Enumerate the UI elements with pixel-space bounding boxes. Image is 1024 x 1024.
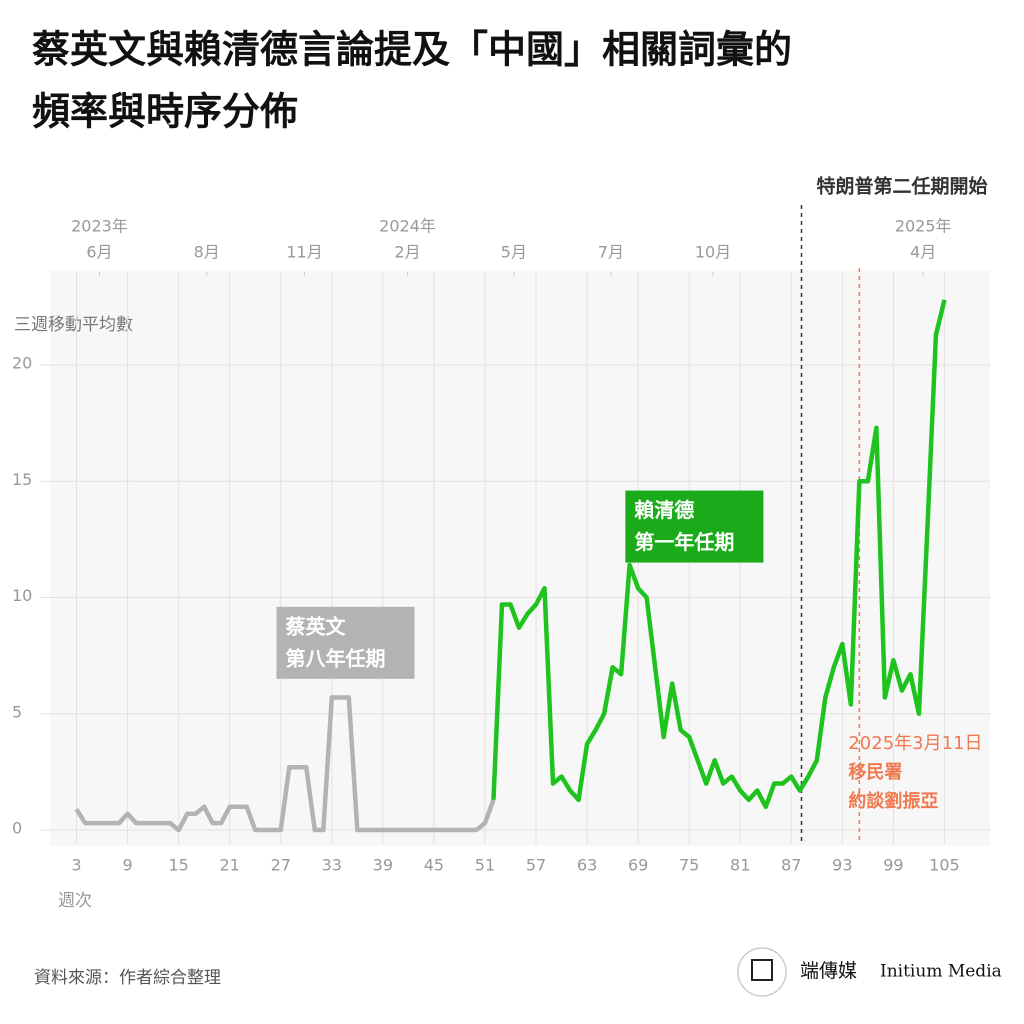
y-tick-label: 10 <box>12 586 32 605</box>
y-tick-label: 5 <box>12 702 22 721</box>
x-axis-label: 週次 <box>58 891 92 911</box>
x-tick-label: 15 <box>168 856 188 875</box>
top-tick-label: 8月 <box>194 243 220 262</box>
y-tick-label: 15 <box>12 470 32 489</box>
x-tick-label: 75 <box>679 856 699 875</box>
top-tick-label: 2月 <box>394 243 420 262</box>
x-tick-label: 45 <box>424 856 444 875</box>
series-label: 蔡英文 <box>284 614 346 638</box>
top-year-label: 2024年 <box>379 217 436 236</box>
reference-label: 特朗普第二任期開始 <box>816 175 987 198</box>
top-tick-label: 7月 <box>598 243 624 262</box>
series-label: 賴清德 <box>634 498 694 522</box>
chart-title: 頻率與時序分佈 <box>32 90 298 134</box>
x-tick-label: 87 <box>781 856 801 875</box>
series-label: 第一年任期 <box>634 530 734 554</box>
brand-cn: 端傳媒 <box>800 960 857 982</box>
y-tick-label: 20 <box>12 354 32 373</box>
logo-ring <box>737 947 787 997</box>
logo: 端傳媒 Initium Media <box>737 947 1002 997</box>
top-year-label: 2025年 <box>895 217 952 236</box>
chart-title: 蔡英文與賴清德言論提及「中國」相關詞彙的 <box>32 28 792 72</box>
series-label-box <box>625 490 764 563</box>
top-year-label: 2023年 <box>71 217 128 236</box>
series-label-box <box>276 606 415 679</box>
reference-label: 2025年3月11日 <box>848 733 982 754</box>
top-tick-label: 6月 <box>86 243 112 262</box>
top-tick-label: 5月 <box>501 243 527 262</box>
top-tick-label: 11月 <box>286 243 322 262</box>
x-tick-label: 105 <box>929 856 960 875</box>
y-tick-label: 0 <box>12 819 22 838</box>
logo-icon <box>751 959 773 981</box>
reference-label: 約談劉振亞 <box>848 790 938 812</box>
source: 資料來源：作者綜合整理 <box>34 968 221 988</box>
series-label: 第八年任期 <box>285 646 385 670</box>
reference-label: 移民署 <box>848 761 902 783</box>
x-tick-label: 27 <box>271 856 291 875</box>
x-tick-label: 99 <box>883 856 903 875</box>
x-tick-label: 63 <box>577 856 597 875</box>
x-tick-label: 21 <box>220 856 240 875</box>
x-tick-label: 93 <box>832 856 852 875</box>
x-tick-label: 39 <box>373 856 393 875</box>
x-tick-label: 9 <box>122 856 132 875</box>
x-tick-label: 57 <box>526 856 546 875</box>
plot-bg <box>50 270 990 846</box>
x-tick-label: 69 <box>628 856 648 875</box>
top-tick-label: 4月 <box>910 243 936 262</box>
x-tick-label: 81 <box>730 856 750 875</box>
x-tick-label: 3 <box>71 856 81 875</box>
brand-en: Initium Media <box>880 962 1002 982</box>
x-tick-label: 51 <box>475 856 495 875</box>
top-tick-label: 10月 <box>695 243 731 262</box>
x-tick-label: 33 <box>322 856 342 875</box>
series-line <box>74 695 496 833</box>
series-line <box>491 299 947 810</box>
y-axis-label: 三週移動平均數 <box>14 315 133 335</box>
